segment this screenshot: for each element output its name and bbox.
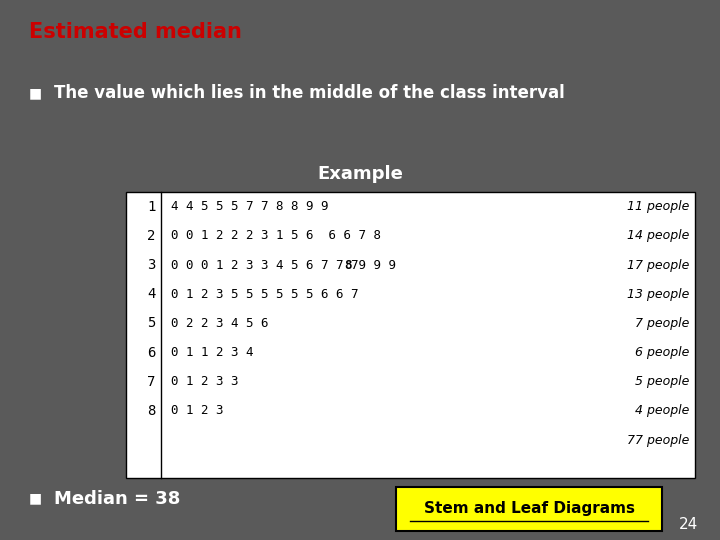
Text: 0 1 2 3 3: 0 1 2 3 3 <box>171 375 238 388</box>
Text: 0 1 2 3: 0 1 2 3 <box>171 404 223 417</box>
Text: 0 0 0 1 2 3 3 4 5 6 7 7 7: 0 0 0 1 2 3 3 4 5 6 7 7 7 <box>171 259 366 272</box>
FancyBboxPatch shape <box>396 487 662 531</box>
Text: 11 people: 11 people <box>626 200 689 213</box>
Text: The value which lies in the middle of the class interval: The value which lies in the middle of th… <box>54 84 564 102</box>
FancyBboxPatch shape <box>126 192 695 478</box>
Text: 8: 8 <box>345 259 352 272</box>
Text: 7 people: 7 people <box>634 317 689 330</box>
Text: 9 9 9: 9 9 9 <box>351 259 397 272</box>
Text: 4 people: 4 people <box>634 404 689 417</box>
Text: Example: Example <box>317 165 403 183</box>
Text: 3: 3 <box>147 258 156 272</box>
Text: 7: 7 <box>147 375 156 389</box>
Text: 0 1 2 3 5 5 5 5 5 5 6 6 7: 0 1 2 3 5 5 5 5 5 5 6 6 7 <box>171 288 358 301</box>
Text: 4 4 5 5 5 7 7 8 8 9 9: 4 4 5 5 5 7 7 8 8 9 9 <box>171 200 328 213</box>
Text: 8: 8 <box>147 404 156 418</box>
Text: 6 people: 6 people <box>634 346 689 359</box>
Text: 0 1 1 2 3 4: 0 1 1 2 3 4 <box>171 346 253 359</box>
Text: 4: 4 <box>147 287 156 301</box>
Text: 6: 6 <box>147 346 156 360</box>
Text: 77 people: 77 people <box>626 434 689 447</box>
Text: 13 people: 13 people <box>626 288 689 301</box>
Text: 0 0 1 2 2 2 3 1 5 6  6 6 7 8: 0 0 1 2 2 2 3 1 5 6 6 6 7 8 <box>171 230 381 242</box>
Text: Stem and Leaf Diagrams: Stem and Leaf Diagrams <box>423 501 635 516</box>
Text: 5 people: 5 people <box>634 375 689 388</box>
Text: 0 2 2 3 4 5 6: 0 2 2 3 4 5 6 <box>171 317 268 330</box>
Text: ■: ■ <box>29 491 42 505</box>
Text: 2: 2 <box>147 229 156 243</box>
Text: 1: 1 <box>147 200 156 214</box>
Text: 5: 5 <box>147 316 156 330</box>
Text: Estimated median: Estimated median <box>29 22 242 42</box>
Text: Median = 38: Median = 38 <box>54 490 181 508</box>
Text: 17 people: 17 people <box>626 259 689 272</box>
Text: 24: 24 <box>679 517 698 532</box>
Text: 14 people: 14 people <box>626 230 689 242</box>
Text: ■: ■ <box>29 86 42 100</box>
